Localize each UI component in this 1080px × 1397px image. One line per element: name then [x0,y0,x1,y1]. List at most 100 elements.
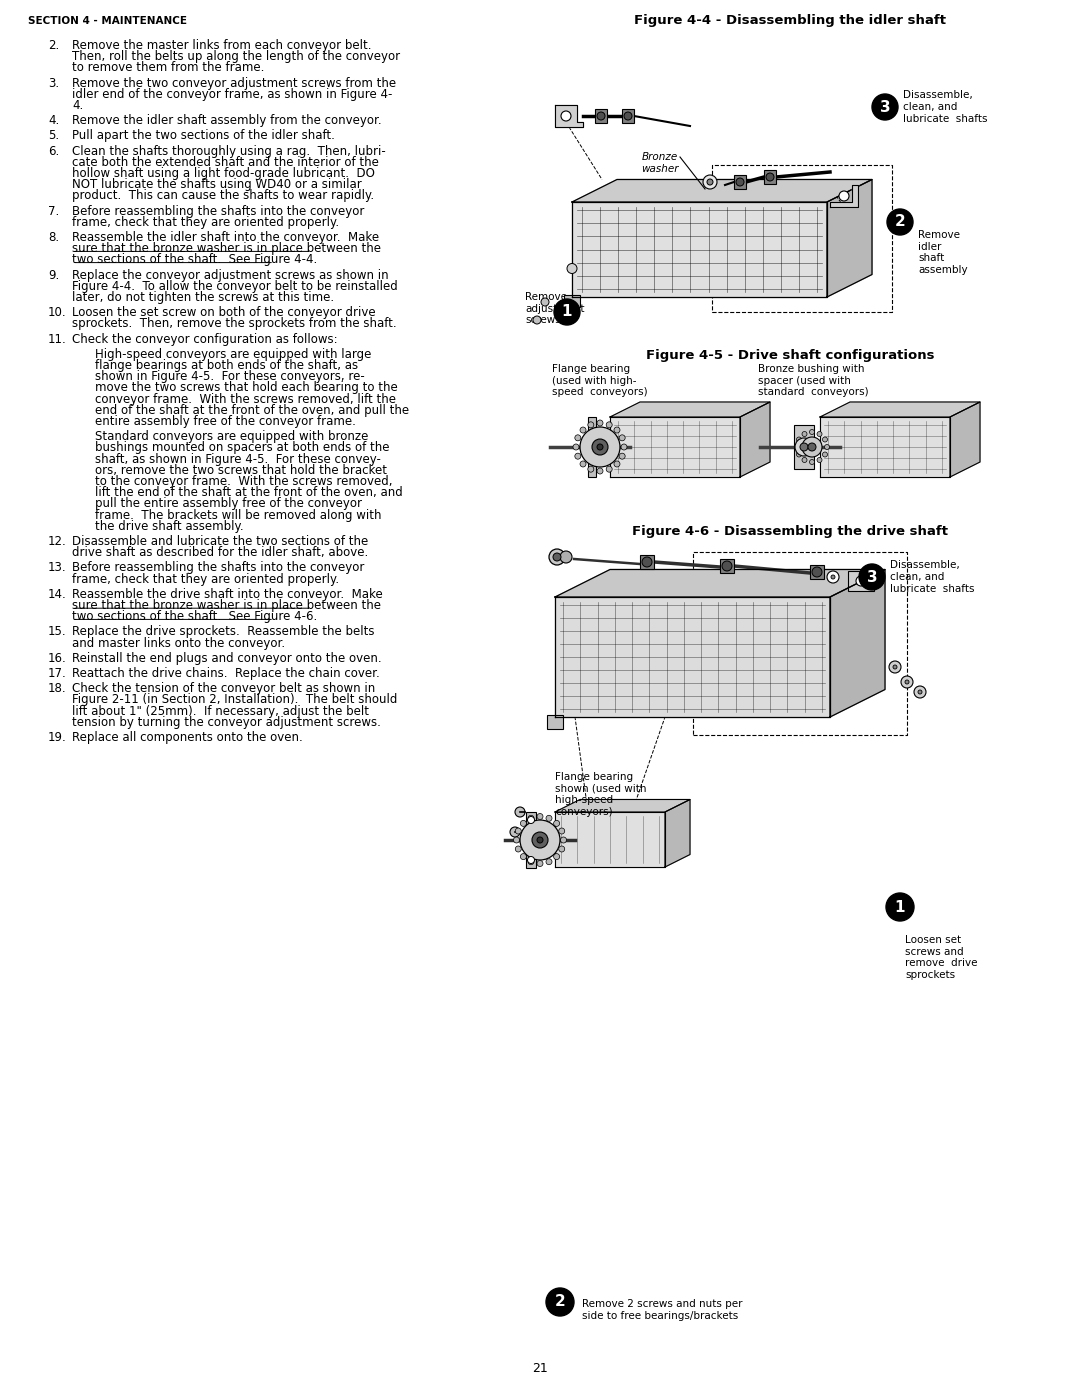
Circle shape [580,461,586,467]
Circle shape [707,179,713,184]
Text: to the conveyor frame.  With the screws removed,: to the conveyor frame. With the screws r… [95,475,392,488]
Text: 6.: 6. [48,145,59,158]
Circle shape [802,457,807,462]
Circle shape [723,562,732,571]
Circle shape [558,847,565,852]
Text: flange bearings at both ends of the shaft, as: flange bearings at both ends of the shaf… [95,359,359,372]
Polygon shape [740,402,770,476]
Text: conveyor frame.  With the screws removed, lift the: conveyor frame. With the screws removed,… [95,393,396,405]
Text: Remove
adjustment
screws: Remove adjustment screws [525,292,584,326]
Circle shape [521,820,526,827]
Text: entire assembly free of the conveyor frame.: entire assembly free of the conveyor fra… [95,415,356,427]
Circle shape [521,854,526,859]
Polygon shape [950,402,980,476]
Circle shape [537,837,543,842]
Text: 14.: 14. [48,588,67,601]
Text: Reassemble the drive shaft into the conveyor.  Make: Reassemble the drive shaft into the conv… [72,588,382,601]
Text: High-speed conveyors are equipped with large: High-speed conveyors are equipped with l… [95,348,372,360]
Circle shape [795,444,799,450]
Circle shape [839,191,849,201]
Polygon shape [555,812,665,868]
Text: 4.: 4. [48,115,59,127]
Text: frame, check that they are oriented properly.: frame, check that they are oriented prop… [72,573,339,585]
Text: Remove the master links from each conveyor belt.: Remove the master links from each convey… [72,39,372,52]
Text: cate both the extended shaft and the interior of the: cate both the extended shaft and the int… [72,156,379,169]
Circle shape [914,686,926,698]
Circle shape [510,827,519,837]
Text: Disassemble,
clean, and
lubricate  shafts: Disassemble, clean, and lubricate shafts [903,91,987,123]
Text: 8.: 8. [48,231,59,244]
FancyBboxPatch shape [526,812,536,868]
Circle shape [575,453,581,460]
FancyBboxPatch shape [546,715,563,729]
Text: pull the entire assembly free of the conveyor: pull the entire assembly free of the con… [95,497,362,510]
Text: product.  This can cause the shafts to wear rapidly.: product. This can cause the shafts to we… [72,190,374,203]
Circle shape [621,444,627,450]
Text: 4.: 4. [72,99,83,112]
Circle shape [561,110,571,122]
Circle shape [887,210,913,235]
Circle shape [703,175,717,189]
Polygon shape [820,402,980,416]
Circle shape [831,576,835,578]
Circle shape [541,298,549,306]
Polygon shape [827,179,872,298]
Circle shape [642,557,652,567]
Text: 1: 1 [894,900,905,915]
FancyBboxPatch shape [764,170,777,184]
Text: sure that the bronze washer is in place between the: sure that the bronze washer is in place … [72,599,381,612]
Circle shape [553,553,561,562]
Circle shape [872,94,897,120]
Text: Bronze bushing with
spacer (used with
standard  conveyors): Bronze bushing with spacer (used with st… [758,365,868,397]
Circle shape [528,859,534,865]
FancyBboxPatch shape [588,416,596,476]
Circle shape [561,550,572,563]
Text: Figure 4-4.  To allow the conveyor belt to be reinstalled: Figure 4-4. To allow the conveyor belt t… [72,279,397,293]
Circle shape [824,444,829,450]
Circle shape [519,820,561,861]
Circle shape [588,422,594,427]
Text: 7.: 7. [48,204,59,218]
FancyBboxPatch shape [794,425,814,469]
Text: 12.: 12. [48,535,67,548]
Circle shape [800,443,808,451]
Circle shape [802,437,822,457]
Circle shape [588,467,594,472]
Text: 13.: 13. [48,562,67,574]
Polygon shape [610,416,740,476]
Text: frame, check that they are oriented properly.: frame, check that they are oriented prop… [72,215,339,229]
Text: shaft, as shown in Figure 4-5.  For these convey-: shaft, as shown in Figure 4-5. For these… [95,453,381,465]
Text: Loosen the set screw on both of the conveyor drive: Loosen the set screw on both of the conv… [72,306,376,319]
Circle shape [537,861,543,866]
Text: Flange bearing
(used with high-
speed  conveyors): Flange bearing (used with high- speed co… [552,365,648,397]
Text: Remove 2 screws and nuts per
side to free bearings/brackets: Remove 2 screws and nuts per side to fre… [582,1299,743,1320]
Circle shape [766,173,774,182]
Circle shape [613,461,620,467]
Text: Flange bearing
shown (used with
high-speed
conveyors): Flange bearing shown (used with high-spe… [555,773,647,817]
Text: 3: 3 [866,570,877,584]
Text: Figure 2-11 (in Section 2, Installation).  The belt should: Figure 2-11 (in Section 2, Installation)… [72,693,397,707]
Text: drive shaft as described for the idler shaft, above.: drive shaft as described for the idler s… [72,546,368,559]
Circle shape [597,468,603,474]
Circle shape [528,816,534,821]
Polygon shape [610,402,770,416]
Text: Reattach the drive chains.  Replace the chain cover.: Reattach the drive chains. Replace the c… [72,666,380,680]
Text: frame.  The brackets will be removed along with: frame. The brackets will be removed alon… [95,509,381,521]
Circle shape [597,444,603,450]
FancyBboxPatch shape [595,109,607,123]
Text: to remove them from the frame.: to remove them from the frame. [72,61,265,74]
Circle shape [797,453,801,457]
Text: lift about 1" (25mm).  If necessary, adjust the belt: lift about 1" (25mm). If necessary, adju… [72,704,369,718]
Text: Clean the shafts thoroughly using a rag.  Then, lubri-: Clean the shafts thoroughly using a rag.… [72,145,386,158]
Text: Disassemble and lubricate the two sections of the: Disassemble and lubricate the two sectio… [72,535,368,548]
Text: 16.: 16. [48,652,67,665]
Text: Figure 4-4 - Disassembling the idler shaft: Figure 4-4 - Disassembling the idler sha… [634,14,946,27]
FancyBboxPatch shape [622,109,634,123]
Text: 3.: 3. [48,77,59,89]
Circle shape [537,813,543,820]
Circle shape [856,576,866,585]
Circle shape [580,427,586,433]
Circle shape [901,676,913,687]
Text: Bronze
washer: Bronze washer [642,152,678,173]
Circle shape [554,854,559,859]
